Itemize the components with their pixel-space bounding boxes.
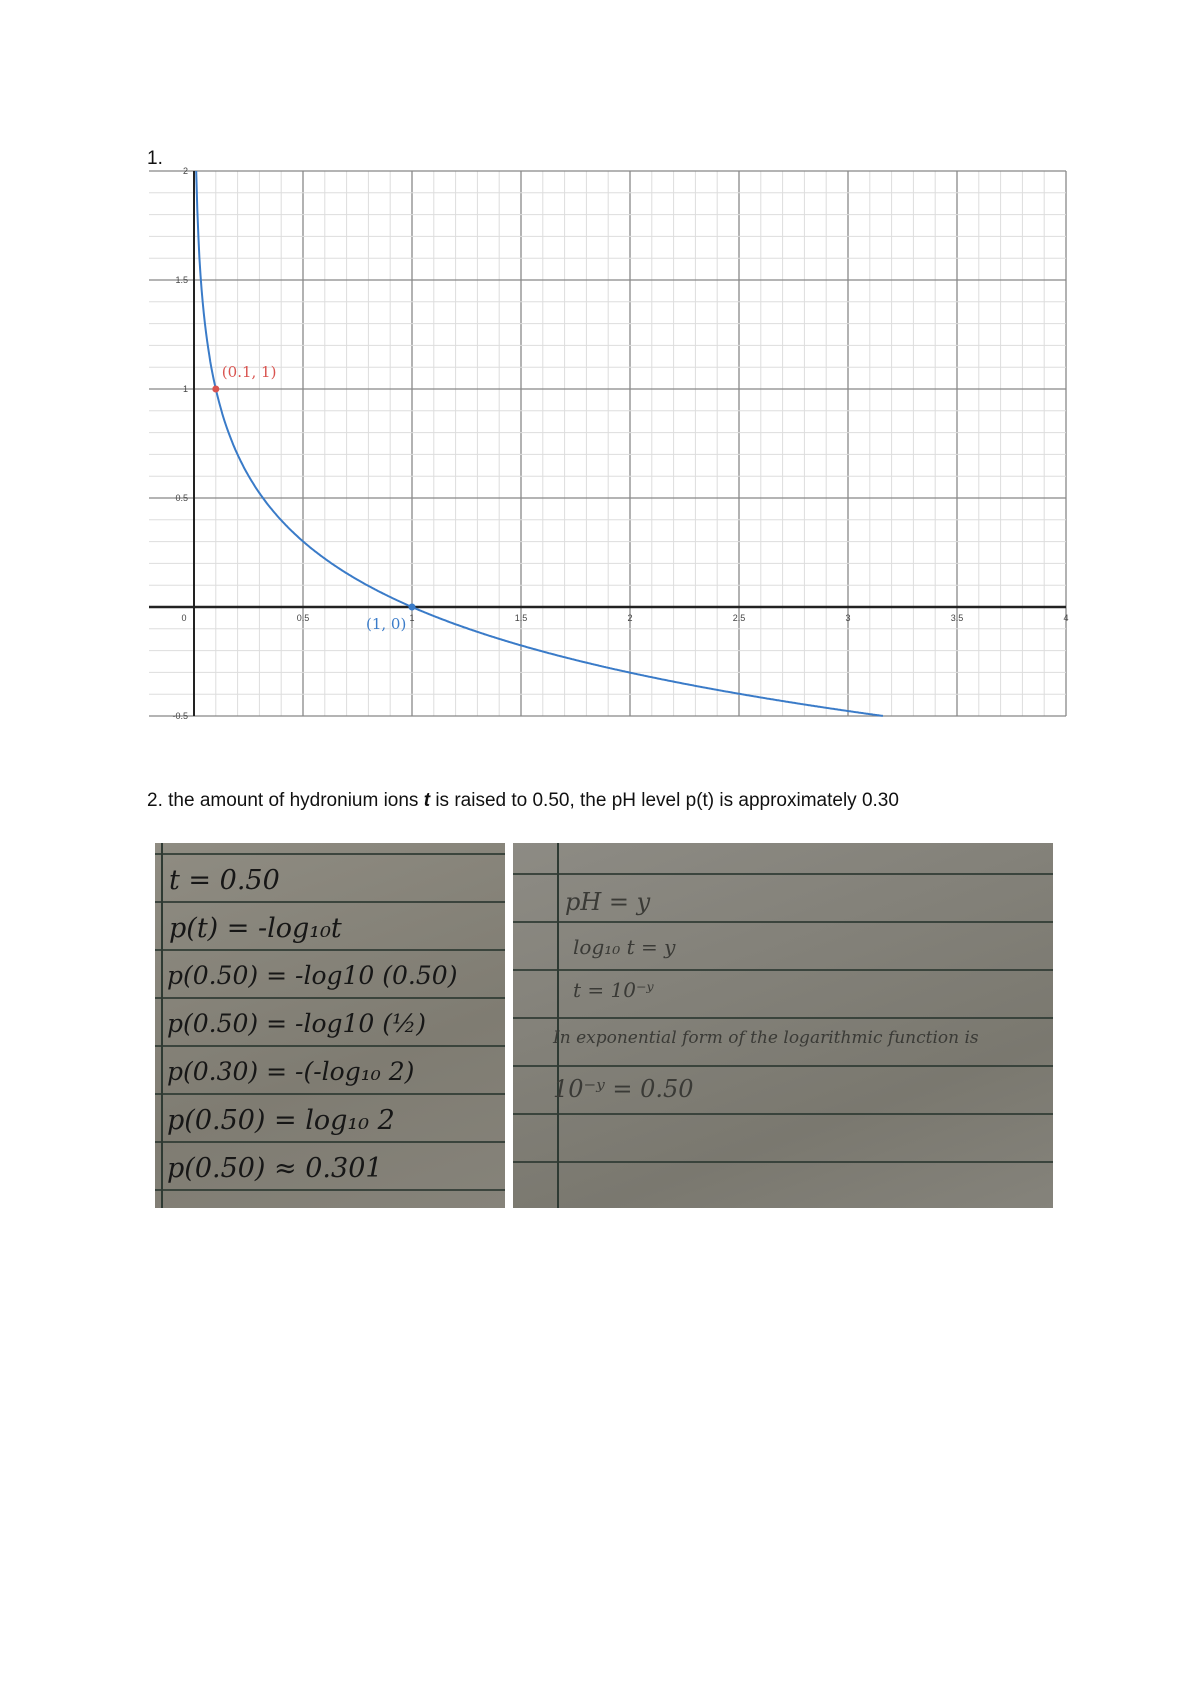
x-tick-label: 0.5: [297, 613, 310, 623]
y-tick-label: -0.5: [172, 711, 188, 721]
handwritten-line: p(t) = -log₁₀t: [169, 913, 342, 944]
x-tick-label: 4: [1063, 613, 1068, 623]
handwritten-line: 10⁻ʸ = 0.50: [553, 1075, 694, 1103]
handwritten-line: log₁₀ t = y: [573, 935, 676, 959]
notebook-rule-line: [513, 921, 1053, 923]
notebook-rule-line: [513, 1017, 1053, 1019]
handwritten-line: t = 10⁻ʸ: [573, 978, 654, 1002]
y-tick-label: 1: [183, 384, 188, 394]
x-tick-label: 3: [845, 613, 850, 623]
x-tick-label: 2: [627, 613, 632, 623]
handwritten-line: p(0.50) = -log10 (0.50): [167, 961, 458, 990]
handwritten-line: p(0.50) ≈ 0.301: [167, 1153, 383, 1184]
notebook-rule-line: [155, 1141, 505, 1143]
x-tick-label: 0: [181, 613, 186, 623]
log-function-graph: 0 0.5 1 1.5 2 2.5 3 3.5 4 -0.5 0.5 1 1.5 2 (0.1, 1) (1,…: [149, 166, 1069, 721]
notebook-rule-line: [155, 1093, 505, 1095]
notebook-rule-line: [513, 969, 1053, 971]
point-marker: [408, 603, 416, 611]
notebook-rule-line: [513, 873, 1053, 875]
function-curve: [195, 170, 883, 717]
x-tick-label: 1: [409, 613, 414, 623]
question-2-answer: 2. the amount of hydronium ions t is rai…: [147, 790, 899, 811]
y-tick-label: 1.5: [175, 275, 188, 285]
notebook-rule-line: [155, 949, 505, 951]
notebook-rule-line: [513, 1161, 1053, 1163]
notebook-rule-line: [513, 1065, 1053, 1067]
variable-t: t: [423, 790, 431, 811]
handwritten-line: In exponential form of the logarithmic f…: [553, 1028, 979, 1048]
point-label: (0.1, 1): [222, 363, 277, 381]
x-tick-label: 2.5: [733, 613, 746, 623]
notebook-rule-line: [155, 1045, 505, 1047]
y-tick-label: 2: [183, 166, 188, 176]
handwritten-work-photo-right: pH = y log₁₀ t = y t = 10⁻ʸ In exponential …: [513, 843, 1053, 1208]
notebook-rule-line: [155, 1189, 505, 1191]
handwritten-line: t = 0.50: [169, 865, 280, 896]
notebook-margin-line: [557, 843, 559, 1208]
handwritten-line: p(0.50) = -log10 (½): [167, 1009, 427, 1038]
notebook-rule-line: [155, 853, 505, 855]
question-1-label: 1.: [147, 148, 163, 169]
x-tick-label: 3.5: [951, 613, 964, 623]
handwritten-line: p(0.30) = -(-log₁₀ 2): [167, 1057, 415, 1086]
point-label: (1, 0): [366, 615, 406, 633]
notebook-rule-line: [155, 997, 505, 999]
handwritten-line: p(0.50) = log₁₀ 2: [167, 1105, 395, 1136]
notebook-margin-line: [161, 843, 163, 1208]
handwritten-line: pH = y: [565, 888, 651, 916]
x-tick-label: 1.5: [515, 613, 528, 623]
notebook-rule-line: [155, 901, 505, 903]
handwritten-work-photo-left: t = 0.50 p(t) = -log₁₀t p(0.50) = -log10 (…: [155, 843, 505, 1208]
notebook-rule-line: [513, 1113, 1053, 1115]
point-marker: [212, 385, 220, 393]
y-tick-label: 0.5: [175, 493, 188, 503]
